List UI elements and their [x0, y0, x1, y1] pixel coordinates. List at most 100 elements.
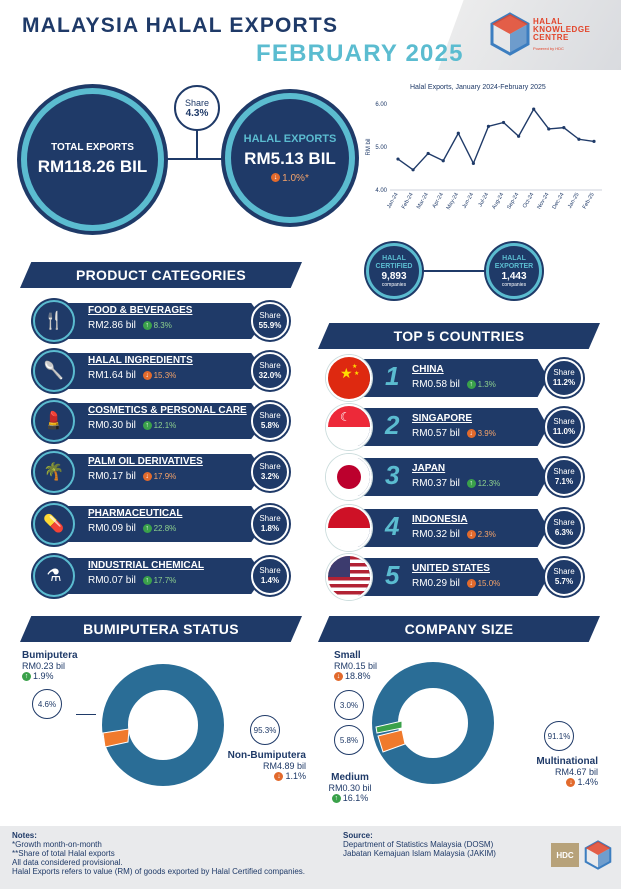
product-row [52, 403, 264, 439]
multinational-legend: Multinational RM4.67 bil ↓ 1.4% [520, 756, 598, 788]
arrow-up-icon: ↑ [22, 672, 31, 682]
footer-notes: Notes: *Growth month-on-month **Share of… [12, 831, 332, 876]
small-pct: 3.0% [334, 690, 364, 720]
x-tick-label: Nov-24 [536, 192, 550, 210]
product-row [52, 454, 264, 490]
data-point [517, 134, 521, 138]
x-tick-label: Dec-24 [552, 192, 566, 210]
singapore-flag-icon: ☾ [326, 404, 372, 450]
note-line: *Growth month-on-month [12, 840, 102, 849]
badges-connector [420, 270, 488, 272]
data-point [471, 161, 475, 165]
bumiputera-slice [102, 728, 130, 748]
country-rank: 3 [385, 460, 400, 490]
data-point [562, 126, 566, 130]
footer-sources: Source: Department of Statistics Malaysi… [343, 831, 543, 858]
x-tick-label: Jun-24 [462, 192, 476, 210]
product-name: PALM OIL DERIVATIVES [88, 456, 203, 467]
footer [0, 826, 621, 889]
x-tick-label: Jul-24 [478, 192, 491, 208]
arrow-down-icon: ↓ [466, 429, 476, 439]
country-rank: 2 [385, 410, 400, 440]
country-share-circle: Share 7.1% [545, 458, 583, 496]
product-categories-banner: PRODUCT CATEGORIES [20, 262, 302, 288]
company-size-banner: COMPANY SIZE [318, 616, 600, 642]
logo-subtext: Powered by HDC [533, 46, 564, 51]
halal-exports-growth: ↓ 1.0%* [271, 173, 309, 184]
data-point [456, 131, 460, 135]
product-value-line: RM0.17 bil ↓ 17.9% [88, 471, 177, 482]
x-tick-label: Aug-24 [491, 192, 505, 210]
x-tick-label: Sep-24 [506, 192, 520, 210]
x-tick-label: Feb-25 [582, 192, 596, 210]
arrow-up-icon: ↑ [142, 321, 152, 331]
country-name: INDONESIA [412, 514, 468, 525]
arrow-down-icon: ↓ [466, 530, 476, 540]
country-share-circle: Share 11.2% [545, 359, 583, 397]
exporter-label: HALAL EXPORTER [494, 254, 534, 270]
company-size-donut-chart [372, 662, 494, 784]
product-row [52, 506, 264, 542]
medium-pct: 5.8% [334, 725, 364, 755]
bumiputera-pct: 4.6% [32, 689, 62, 719]
product-row [52, 303, 264, 339]
data-point [547, 127, 551, 131]
notes-title: Notes: [12, 831, 37, 840]
multinational-pct: 91.1% [544, 721, 574, 751]
small-value: RM0.15 bil [334, 661, 378, 671]
hdc-logo: HDC [551, 843, 579, 867]
product-name: PHARMACEUTICAL [88, 508, 183, 519]
food-beverage-icon: 🍴 [33, 300, 75, 342]
bumiputera-legend: Bumiputera RM0.23 bil ↑ 1.9% [22, 650, 78, 682]
multinational-slice [372, 662, 494, 784]
country-name: UNITED STATES [412, 563, 490, 574]
bumiputera-donut-chart [102, 664, 224, 786]
country-row [340, 408, 548, 446]
top-countries-banner: TOP 5 COUNTRIES [318, 323, 600, 349]
certified-label: HALAL CERTIFIED [375, 254, 413, 270]
medium-label: Medium [331, 772, 369, 783]
data-point [426, 151, 430, 156]
arrow-down-icon: ↓ [274, 772, 284, 782]
small-growth: ↓ 18.8% [334, 671, 377, 682]
medium-value: RM0.30 bil [328, 783, 372, 793]
y-axis-label: RM bil [366, 138, 372, 155]
connector-line [160, 158, 230, 160]
arrow-down-icon: ↓ [466, 579, 476, 589]
product-share-circle: Share 5.8% [251, 402, 289, 440]
x-tick-label: May-24 [446, 192, 460, 211]
data-point [441, 159, 445, 163]
arrow-up-icon: ↑ [466, 380, 476, 390]
product-value-line: RM0.09 bil ↑ 22.8% [88, 523, 177, 534]
small-label: Small [334, 650, 361, 661]
arrow-down-icon: ↓ [142, 472, 152, 482]
product-value-line: RM0.07 bil ↑ 17.7% [88, 575, 177, 586]
chart-title: Halal Exports, January 2024-February 202… [410, 84, 546, 91]
usa-flag-icon [326, 554, 372, 600]
source-title: Source: [343, 831, 373, 840]
product-share-circle: Share 3.2% [251, 453, 289, 491]
product-row [52, 353, 264, 389]
country-name: SINGAPORE [412, 413, 473, 424]
arrow-down-icon: ↓ [271, 173, 281, 183]
medium-slice [377, 729, 406, 753]
small-legend: Small RM0.15 bil ↓ 18.8% [334, 650, 378, 682]
product-name: FOOD & BEVERAGES [88, 305, 193, 316]
country-row [340, 509, 548, 547]
country-value-line: RM0.37 bil ↑ 12.3% [412, 478, 501, 489]
product-row [52, 558, 264, 594]
palm-tree-icon: 🌴 [33, 451, 75, 493]
multinational-label: Multinational [536, 756, 598, 767]
hkc-cube-icon [490, 12, 530, 56]
product-value-line: RM2.86 bil ↑ 8.3% [88, 320, 172, 331]
cosmetics-icon: 💄 [33, 400, 75, 442]
bumiputera-value: RM0.23 bil [22, 661, 66, 671]
flask-icon: ⚗ [33, 555, 75, 597]
source-line: Department of Statistics Malaysia (DOSM) [343, 840, 494, 849]
note-line: Halal Exports refers to value (RM) of go… [12, 867, 306, 876]
note-line: **Share of total Halal exports [12, 849, 115, 858]
product-value-line: RM1.64 bil ↓ 15.3% [88, 370, 177, 381]
country-value-line: RM0.32 bil ↓ 2.3% [412, 529, 496, 540]
note-line: All data considered provisional. [12, 858, 123, 867]
y-tick-label: 5.00 [375, 145, 387, 151]
